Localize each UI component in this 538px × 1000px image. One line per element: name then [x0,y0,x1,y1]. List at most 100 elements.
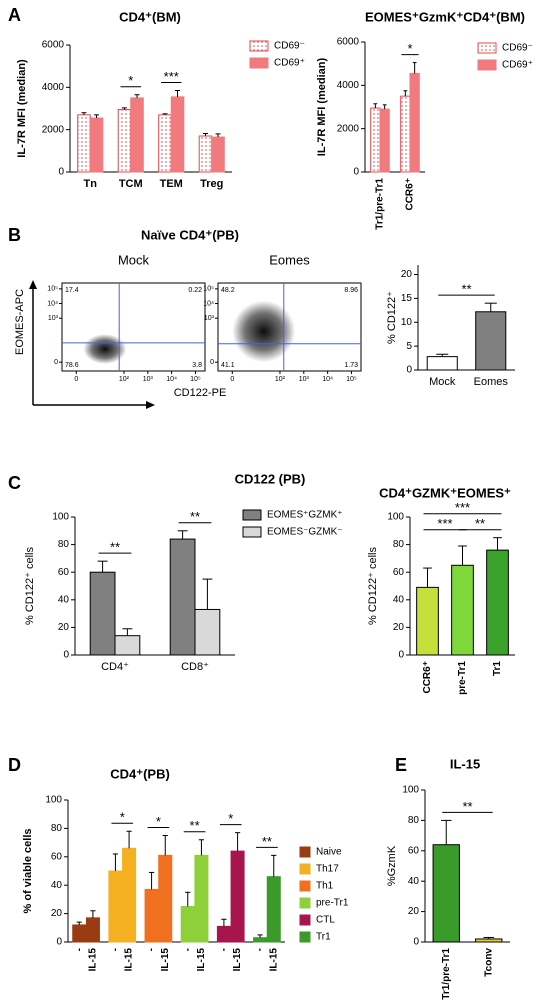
bar [216,925,231,943]
significance-label: ** [462,799,472,814]
x-tick-label: IL-15 [160,948,171,972]
bar [475,938,503,943]
y-axis-label: % CD122⁺ [386,291,398,344]
x-tick-label: Tr1 [492,661,503,676]
y-tick-label: 0 [406,365,412,376]
cell-density [83,334,127,364]
y-tick-label: 40 [51,880,63,891]
x-tick-label: 10³ [143,376,154,383]
bar [426,356,458,371]
legend-label: EOMES⁻GZMK⁻ [267,527,343,538]
legend-label: Th17 [316,864,339,875]
y-tick-label: 6000 [337,37,360,48]
legend-label: Naive [316,847,342,858]
legend-swatch [477,42,497,54]
quadrant-value: 1.73 [344,362,358,369]
bar [475,311,507,371]
x-tick-label: Mock [429,376,456,388]
y-tick-label: 15 [401,293,413,304]
y-tick-label: 80 [393,539,405,550]
bar [89,117,104,173]
y-tick-label: 10⁵ [47,286,58,293]
chart-title: Naïve CD4⁺(PB) [141,227,239,242]
x-tick-label: 10² [119,376,130,383]
bar [451,564,474,656]
y-tick-label: 0 [63,650,69,661]
quadrant-value: 0.22 [188,287,202,294]
panel-label: D [8,755,21,775]
legend-swatch [242,526,262,538]
y-tick-label: 20 [393,622,405,633]
bar [169,538,196,656]
legend-label: Th1 [316,881,334,892]
y-tick-label: 20 [51,908,63,919]
x-tick-label: - [146,948,157,951]
bar [409,72,420,173]
y-axis-label: IL-7R MFI (median) [16,59,28,158]
chart-title: CD4⁺GZMK⁺EOMES⁺ [379,485,511,500]
significance-label: ** [475,516,485,531]
x-tick-label: Tr1/pre-Tr1 [441,948,452,1000]
x-tick-label: - [74,948,85,951]
bar [266,876,281,943]
y-tick-label: 40 [393,594,405,605]
bar [194,608,221,656]
chart-title: IL-15 [450,756,480,771]
bar [85,917,100,943]
y-axis-label: % CD122⁺ cells [367,547,379,625]
x-tick-label: 0 [230,376,234,383]
legend-swatch [299,914,311,926]
significance-label: *** [437,516,452,531]
panel-label: C [8,473,21,493]
legend-label: CD69⁻ [502,43,533,54]
legend-label: Tr1 [316,932,331,943]
legend-swatch [249,40,269,52]
y-tick-label: 80 [58,539,70,550]
bar [170,96,185,173]
x-tick-label: Tr1/pre-Tr1 [375,178,386,230]
bar [211,136,225,173]
x-tick-label: CCR6⁺ [422,661,433,694]
x-tick-label: CD8⁺ [181,661,209,673]
x-tick-label: Tconv [483,948,494,977]
significance-label: ** [190,818,200,833]
y-tick-label: 10 [401,317,413,328]
y-tick-label: 100 [52,512,69,523]
bar [89,571,116,656]
panel-label: E [395,755,407,775]
significance-label: ** [461,282,471,297]
y-tick-label: 60 [408,845,420,856]
significance-label: * [156,814,161,829]
y-tick-label: 100 [45,795,62,806]
quadrant-value: 48.2 [221,287,235,294]
y-tick-label: 2000 [337,123,360,134]
quadrant-value: 17.4 [65,287,79,294]
x-tick-label: - [255,948,266,951]
bar [180,906,195,943]
bar [198,135,213,173]
bar [114,635,141,656]
x-tick-label: Tn [84,178,98,190]
significance-label: *** [164,69,179,84]
cell-density [232,300,296,363]
x-tick-label: 10³ [299,376,310,383]
y-axis-label: % of viable cells [22,829,34,914]
y-tick-label: 20 [58,622,70,633]
y-tick-label: 10⁴ [203,300,214,307]
bar [400,95,411,173]
x-tick-label: - [110,948,121,951]
bar [158,114,172,173]
y-axis-label: EOMES-APC [14,289,26,355]
y-tick-label: 80 [51,823,63,834]
legend-label: pre-Tr1 [316,898,349,909]
bar [486,549,509,656]
bar [379,108,390,173]
legend-swatch [299,880,311,892]
significance-label: * [228,811,233,826]
y-tick-label: 4000 [337,80,360,91]
y-tick-label: 60 [58,567,70,578]
bar [253,937,268,943]
x-axis-label: CD122-PE [174,387,227,399]
